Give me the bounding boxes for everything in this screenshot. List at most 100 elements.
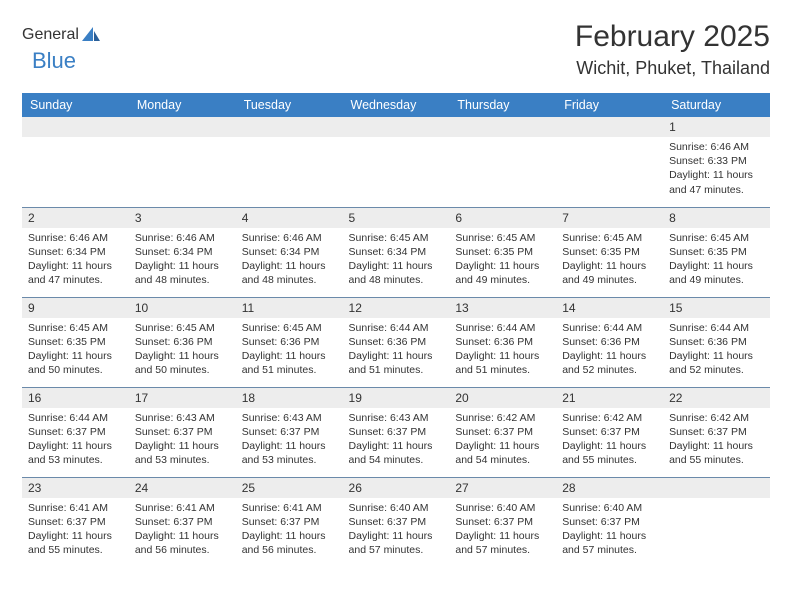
calendar-table: Sunday Monday Tuesday Wednesday Thursday… [22, 93, 770, 567]
calendar-day-cell: 12Sunrise: 6:44 AMSunset: 6:36 PMDayligh… [343, 297, 450, 387]
day-info: Sunrise: 6:44 AMSunset: 6:36 PMDaylight:… [663, 318, 770, 384]
day-number: 22 [663, 388, 770, 408]
day-info: Sunrise: 6:41 AMSunset: 6:37 PMDaylight:… [129, 498, 236, 564]
calendar-day-cell: 22Sunrise: 6:42 AMSunset: 6:37 PMDayligh… [663, 387, 770, 477]
calendar-day-cell: 14Sunrise: 6:44 AMSunset: 6:36 PMDayligh… [556, 297, 663, 387]
day-number: 25 [236, 478, 343, 498]
day-number [236, 117, 343, 137]
calendar-day-cell [556, 117, 663, 207]
day-number [343, 117, 450, 137]
calendar-day-cell: 18Sunrise: 6:43 AMSunset: 6:37 PMDayligh… [236, 387, 343, 477]
day-info: Sunrise: 6:44 AMSunset: 6:36 PMDaylight:… [343, 318, 450, 384]
day-number: 12 [343, 298, 450, 318]
day-info: Sunrise: 6:45 AMSunset: 6:35 PMDaylight:… [22, 318, 129, 384]
sail-icon [81, 26, 101, 44]
month-title: February 2025 [575, 20, 770, 54]
day-info: Sunrise: 6:42 AMSunset: 6:37 PMDaylight:… [449, 408, 556, 474]
calendar-day-cell: 20Sunrise: 6:42 AMSunset: 6:37 PMDayligh… [449, 387, 556, 477]
calendar-day-cell: 26Sunrise: 6:40 AMSunset: 6:37 PMDayligh… [343, 477, 450, 567]
day-info: Sunrise: 6:45 AMSunset: 6:35 PMDaylight:… [663, 228, 770, 294]
calendar-day-cell: 23Sunrise: 6:41 AMSunset: 6:37 PMDayligh… [22, 477, 129, 567]
day-number: 28 [556, 478, 663, 498]
calendar-day-cell: 13Sunrise: 6:44 AMSunset: 6:36 PMDayligh… [449, 297, 556, 387]
calendar-day-cell: 24Sunrise: 6:41 AMSunset: 6:37 PMDayligh… [129, 477, 236, 567]
calendar-week-row: 1Sunrise: 6:46 AMSunset: 6:33 PMDaylight… [22, 117, 770, 207]
day-number: 1 [663, 117, 770, 137]
day-number: 10 [129, 298, 236, 318]
day-info: Sunrise: 6:46 AMSunset: 6:34 PMDaylight:… [236, 228, 343, 294]
day-info: Sunrise: 6:42 AMSunset: 6:37 PMDaylight:… [663, 408, 770, 474]
calendar-day-cell: 10Sunrise: 6:45 AMSunset: 6:36 PMDayligh… [129, 297, 236, 387]
day-info: Sunrise: 6:43 AMSunset: 6:37 PMDaylight:… [343, 408, 450, 474]
calendar-day-cell: 3Sunrise: 6:46 AMSunset: 6:34 PMDaylight… [129, 207, 236, 297]
day-number: 21 [556, 388, 663, 408]
weekday-header: Tuesday [236, 93, 343, 117]
weekday-header: Wednesday [343, 93, 450, 117]
calendar-day-cell: 15Sunrise: 6:44 AMSunset: 6:36 PMDayligh… [663, 297, 770, 387]
day-number: 7 [556, 208, 663, 228]
day-number [22, 117, 129, 137]
day-number: 18 [236, 388, 343, 408]
calendar-day-cell: 2Sunrise: 6:46 AMSunset: 6:34 PMDaylight… [22, 207, 129, 297]
calendar-day-cell: 11Sunrise: 6:45 AMSunset: 6:36 PMDayligh… [236, 297, 343, 387]
day-info: Sunrise: 6:44 AMSunset: 6:36 PMDaylight:… [449, 318, 556, 384]
day-info: Sunrise: 6:42 AMSunset: 6:37 PMDaylight:… [556, 408, 663, 474]
day-number: 6 [449, 208, 556, 228]
calendar-day-cell [236, 117, 343, 207]
day-number: 4 [236, 208, 343, 228]
logo-text-blue: Blue [32, 48, 76, 74]
day-info: Sunrise: 6:43 AMSunset: 6:37 PMDaylight:… [129, 408, 236, 474]
calendar-week-row: 9Sunrise: 6:45 AMSunset: 6:35 PMDaylight… [22, 297, 770, 387]
day-info: Sunrise: 6:45 AMSunset: 6:34 PMDaylight:… [343, 228, 450, 294]
calendar-day-cell: 21Sunrise: 6:42 AMSunset: 6:37 PMDayligh… [556, 387, 663, 477]
weekday-header: Thursday [449, 93, 556, 117]
day-number: 27 [449, 478, 556, 498]
calendar-day-cell: 8Sunrise: 6:45 AMSunset: 6:35 PMDaylight… [663, 207, 770, 297]
day-info: Sunrise: 6:45 AMSunset: 6:35 PMDaylight:… [449, 228, 556, 294]
day-number: 5 [343, 208, 450, 228]
calendar-day-cell: 9Sunrise: 6:45 AMSunset: 6:35 PMDaylight… [22, 297, 129, 387]
day-number: 26 [343, 478, 450, 498]
day-info: Sunrise: 6:44 AMSunset: 6:36 PMDaylight:… [556, 318, 663, 384]
day-number [556, 117, 663, 137]
day-info: Sunrise: 6:46 AMSunset: 6:33 PMDaylight:… [663, 137, 770, 203]
day-number [663, 478, 770, 498]
day-info: Sunrise: 6:43 AMSunset: 6:37 PMDaylight:… [236, 408, 343, 474]
day-number: 23 [22, 478, 129, 498]
day-number: 9 [22, 298, 129, 318]
day-number: 24 [129, 478, 236, 498]
day-number: 16 [22, 388, 129, 408]
day-number [129, 117, 236, 137]
day-info: Sunrise: 6:45 AMSunset: 6:36 PMDaylight:… [129, 318, 236, 384]
calendar-day-cell: 17Sunrise: 6:43 AMSunset: 6:37 PMDayligh… [129, 387, 236, 477]
weekday-header: Monday [129, 93, 236, 117]
calendar-day-cell [129, 117, 236, 207]
calendar-day-cell: 25Sunrise: 6:41 AMSunset: 6:37 PMDayligh… [236, 477, 343, 567]
calendar-day-cell: 1Sunrise: 6:46 AMSunset: 6:33 PMDaylight… [663, 117, 770, 207]
calendar-week-row: 23Sunrise: 6:41 AMSunset: 6:37 PMDayligh… [22, 477, 770, 567]
day-info: Sunrise: 6:44 AMSunset: 6:37 PMDaylight:… [22, 408, 129, 474]
day-info: Sunrise: 6:41 AMSunset: 6:37 PMDaylight:… [236, 498, 343, 564]
day-number: 15 [663, 298, 770, 318]
calendar-day-cell: 6Sunrise: 6:45 AMSunset: 6:35 PMDaylight… [449, 207, 556, 297]
day-number: 20 [449, 388, 556, 408]
calendar-day-cell: 16Sunrise: 6:44 AMSunset: 6:37 PMDayligh… [22, 387, 129, 477]
day-number: 8 [663, 208, 770, 228]
calendar-day-cell: 28Sunrise: 6:40 AMSunset: 6:37 PMDayligh… [556, 477, 663, 567]
calendar-day-cell: 27Sunrise: 6:40 AMSunset: 6:37 PMDayligh… [449, 477, 556, 567]
day-info: Sunrise: 6:40 AMSunset: 6:37 PMDaylight:… [343, 498, 450, 564]
day-number: 17 [129, 388, 236, 408]
calendar-day-cell [663, 477, 770, 567]
calendar-day-cell [449, 117, 556, 207]
day-number: 2 [22, 208, 129, 228]
day-info: Sunrise: 6:40 AMSunset: 6:37 PMDaylight:… [556, 498, 663, 564]
weekday-header: Saturday [663, 93, 770, 117]
day-number: 3 [129, 208, 236, 228]
logo: General [22, 26, 103, 44]
weekday-header: Sunday [22, 93, 129, 117]
weekday-header-row: Sunday Monday Tuesday Wednesday Thursday… [22, 93, 770, 117]
day-number: 14 [556, 298, 663, 318]
calendar-week-row: 2 Sunrise: 6:46 AMSunset: 6:34 PMDaylight… [22, 207, 770, 297]
day-info: Sunrise: 6:45 AMSunset: 6:35 PMDaylight:… [556, 228, 663, 294]
day-info: Sunrise: 6:45 AMSunset: 6:36 PMDaylight:… [236, 318, 343, 384]
